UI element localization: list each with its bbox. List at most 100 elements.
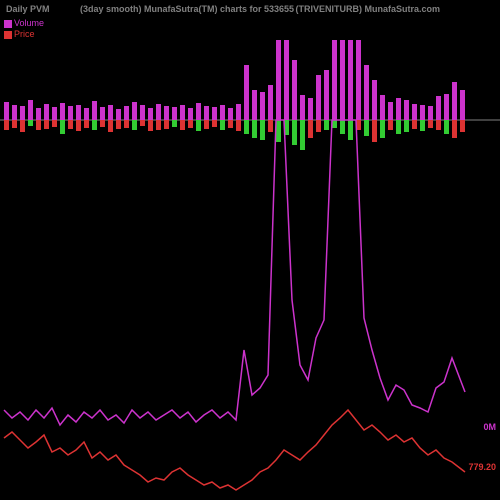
volume-bar-down	[4, 120, 9, 130]
volume-bar-down	[212, 120, 217, 127]
value-label: 0M	[483, 422, 496, 432]
volume-bar-down	[436, 120, 441, 130]
volume-bar-down	[324, 120, 329, 130]
volume-bar-down	[244, 120, 249, 134]
volume-bar-down	[340, 120, 345, 134]
volume-bar-down	[228, 120, 233, 128]
legend-swatch-volume	[4, 20, 12, 28]
volume-bar-up	[212, 107, 217, 120]
volume-bar-up	[420, 105, 425, 120]
volume-bar-up	[228, 108, 233, 120]
volume-bar-up	[252, 90, 257, 120]
volume-bar-down	[292, 120, 297, 145]
chart-container: 0M 779.20	[0, 40, 500, 500]
volume-bar-down	[404, 120, 409, 132]
volume-bar-down	[76, 120, 81, 131]
volume-bar-up	[116, 109, 121, 120]
volume-bar-up	[388, 102, 393, 120]
volume-bar-down	[252, 120, 257, 138]
legend-item-volume: Volume	[4, 18, 44, 29]
volume-bar-up	[412, 104, 417, 120]
volume-bar-up	[196, 103, 201, 120]
volume-bar-down	[332, 120, 337, 128]
volume-bar-down	[268, 120, 273, 132]
volume-bar-down	[28, 120, 33, 126]
volume-bar-up	[316, 75, 321, 120]
value-label: 779.20	[468, 462, 496, 472]
volume-bar-down	[188, 120, 193, 128]
volume-bar-up	[188, 108, 193, 120]
volume-bar-up	[300, 95, 305, 120]
volume-bar-up	[124, 106, 129, 120]
volume-bar-down	[84, 120, 89, 128]
volume-bar-up	[52, 107, 57, 120]
volume-bar-up	[372, 80, 377, 120]
volume-bar-up	[100, 107, 105, 120]
header-title-left: Daily PVM	[6, 4, 50, 14]
volume-bar-up	[380, 95, 385, 120]
volume-bar-up	[444, 94, 449, 120]
chart-header: Daily PVM (3day smooth) MunafaSutra(TM) …	[0, 4, 500, 18]
volume-bar-up	[268, 85, 273, 120]
volume-bar-up	[324, 70, 329, 120]
volume-bar-up	[108, 105, 113, 120]
volume-bar-up	[20, 106, 25, 120]
volume-bar-down	[156, 120, 161, 130]
legend: Volume Price	[4, 18, 44, 40]
volume-bar-down	[364, 120, 369, 136]
volume-bar-down	[308, 120, 313, 138]
volume-bar-up	[4, 102, 9, 120]
volume-bar-up	[12, 105, 17, 120]
volume-bar-up	[364, 65, 369, 120]
volume-bar-down	[12, 120, 17, 128]
volume-bar-up	[204, 106, 209, 120]
volume-bar-down	[260, 120, 265, 140]
volume-bar-down	[316, 120, 321, 132]
volume-bar-down	[300, 120, 305, 150]
price-line	[4, 410, 465, 490]
volume-bar-down	[164, 120, 169, 129]
volume-bar-down	[388, 120, 393, 130]
volume-bar-up	[308, 98, 313, 120]
volume-bar-down	[460, 120, 465, 132]
volume-bar-down	[412, 120, 417, 129]
volume-bar-up	[164, 106, 169, 120]
volume-bar-up	[292, 60, 297, 120]
volume-bar-up	[276, 40, 281, 120]
volume-bar-down	[44, 120, 49, 129]
volume-bar-up	[332, 40, 337, 120]
volume-bar-down	[372, 120, 377, 142]
volume-bar-down	[124, 120, 129, 128]
volume-bar-up	[180, 105, 185, 120]
volume-bar-down	[452, 120, 457, 138]
volume-bar-down	[100, 120, 105, 127]
volume-bar-up	[156, 104, 161, 120]
volume-bar-up	[44, 104, 49, 120]
volume-bar-down	[108, 120, 113, 132]
volume-bar-down	[428, 120, 433, 128]
volume-bar-down	[276, 120, 281, 142]
volume-bar-up	[236, 104, 241, 120]
header-title-right: (TRIVENITURB) MunafaSutra.com	[295, 4, 440, 14]
volume-bar-up	[244, 65, 249, 120]
volume-bar-up	[428, 106, 433, 120]
header-title-center: (3day smooth) MunafaSutra(TM) charts for…	[80, 4, 294, 14]
volume-bar-up	[260, 92, 265, 120]
legend-label-price: Price	[14, 29, 35, 40]
legend-item-price: Price	[4, 29, 44, 40]
volume-bar-up	[284, 40, 289, 120]
volume-bar-up	[140, 105, 145, 120]
volume-bar-up	[452, 82, 457, 120]
volume-bar-up	[60, 103, 65, 120]
volume-bar-up	[220, 105, 225, 120]
volume-bar-up	[92, 101, 97, 120]
volume-bar-down	[204, 120, 209, 129]
volume-bar-down	[348, 120, 353, 140]
volume-bar-down	[220, 120, 225, 130]
legend-label-volume: Volume	[14, 18, 44, 29]
volume-bar-down	[180, 120, 185, 130]
volume-bar-down	[172, 120, 177, 127]
volume-bar-down	[444, 120, 449, 134]
volume-bar-down	[52, 120, 57, 127]
volume-bar-up	[436, 96, 441, 120]
